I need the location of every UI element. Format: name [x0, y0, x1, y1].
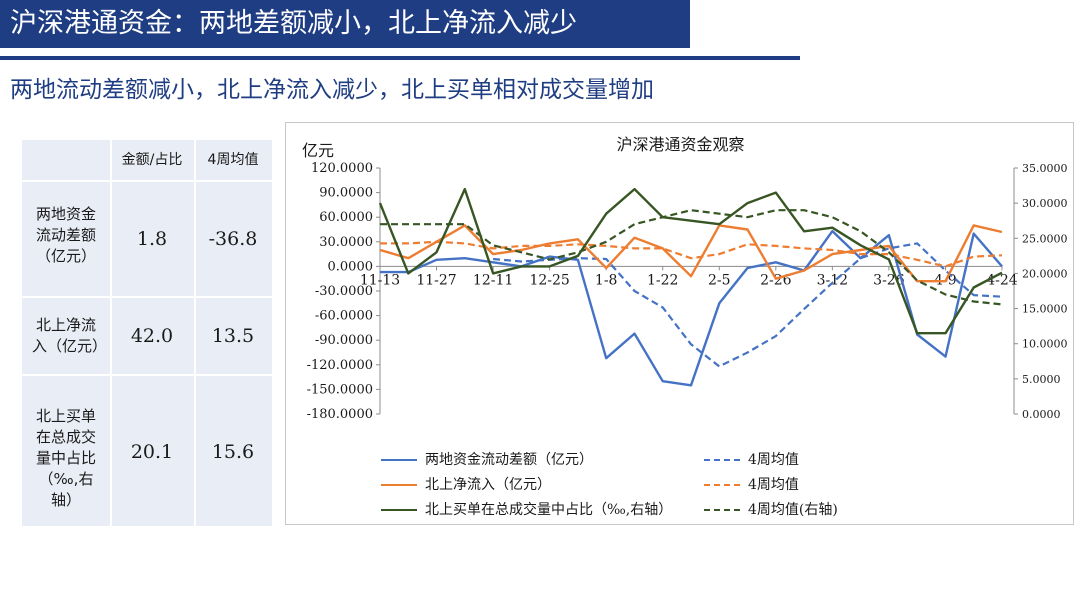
x-tick-label: 12-11 [473, 272, 513, 288]
right-tick-label: 25.0000 [1022, 232, 1068, 245]
x-tick-label: 11-27 [416, 272, 456, 288]
table-row: 北上买单在总成交量中占比（‰,右轴） 20.1 15.6 [22, 374, 272, 526]
legend-label: 4周均值 [748, 477, 799, 493]
column-divider [194, 140, 196, 526]
legend-swatch [704, 459, 740, 461]
legend-item: 北上买单在总成交量中占比（‰,右轴） [381, 501, 672, 519]
right-tick-label: 5.0000 [1022, 373, 1061, 386]
left-tick-label: -180.0000 [307, 407, 373, 422]
left-tick-label: -30.0000 [315, 284, 373, 299]
left-axis-unit: 亿元 [302, 141, 335, 160]
row-avg: -36.8 [208, 228, 258, 250]
series-line-0 [380, 229, 1003, 387]
left-tick-label: 120.0000 [311, 161, 373, 176]
right-tick-label: 35.0000 [1022, 162, 1068, 175]
left-tick-label: -90.0000 [315, 333, 373, 348]
page-subtitle: 两地流动差额减小，北上净流入减少，北上买单相对成交量增加 [10, 77, 654, 103]
title-rule [0, 56, 800, 60]
legend-label: 4周均值(右轴) [748, 502, 838, 518]
right-tick-label: 20.0000 [1022, 267, 1068, 280]
x-tick-label: 4-24 [986, 272, 1018, 288]
legend-item: 4周均值(右轴) [704, 501, 838, 519]
x-tick-label: 3-12 [817, 272, 848, 288]
left-tick-label: -120.0000 [307, 358, 373, 373]
legend-item: 4周均值 [704, 451, 799, 469]
legend-label: 两地资金流动差额（亿元） [425, 452, 593, 468]
x-tick-label: 12-25 [529, 272, 569, 288]
col-header-avg: 4周均值 [207, 152, 259, 168]
x-tick-label: 3-26 [873, 272, 905, 288]
x-tick-label: 11-13 [360, 272, 400, 288]
right-tick-label: 30.0000 [1022, 197, 1068, 210]
left-tick-label: -60.0000 [315, 309, 373, 324]
left-tick-label: 60.0000 [319, 210, 373, 225]
chart-panel: 120.0000 90.0000 60.0000 30.0000 0.0000 -30.0… [285, 122, 1074, 525]
row-label: 两地资金流动差额（亿元） [35, 205, 96, 265]
page-title: 沪深港通资金：两地差额减小，北上净流入减少 [0, 0, 690, 48]
row-avg: 15.6 [211, 441, 255, 463]
series-line-5 [380, 209, 1003, 306]
summary-table: 金额/占比 4周均值 两地资金流动差额（亿元） 1.8 -36.8 北上净流入（… [22, 140, 272, 526]
chart-title: 沪深港通资金观察 [616, 135, 745, 154]
x-tick-label: 2-5 [708, 272, 731, 288]
legend-item: 北上净流入（亿元） [381, 476, 551, 494]
legend-swatch [704, 509, 740, 511]
row-label: 北上买单在总成交量中占比（‰,右轴） [36, 407, 97, 509]
legend-swatch [381, 484, 417, 486]
legend-label: 北上净流入（亿元） [425, 477, 551, 493]
legend-item: 4周均值 [704, 476, 799, 494]
row-avg: 13.5 [211, 325, 255, 347]
table-row: 两地资金流动差额（亿元） 1.8 -36.8 [22, 180, 272, 296]
left-tick-label: 90.0000 [319, 186, 373, 201]
series-line-1 [493, 242, 1003, 368]
right-tick-label: 0.0000 [1022, 408, 1061, 421]
left-tick-label: -150.0000 [307, 382, 373, 397]
left-tick-label: 30.0000 [319, 235, 373, 250]
row-value: 42.0 [130, 325, 174, 347]
x-tick-label: 1-22 [647, 272, 678, 288]
right-tick-label: 15.0000 [1022, 303, 1068, 316]
col-header-amount: 金额/占比 [121, 152, 183, 168]
column-divider [110, 140, 112, 526]
x-tick-label: 1-8 [595, 272, 618, 288]
row-value: 1.8 [136, 228, 168, 250]
legend-swatch [381, 459, 417, 461]
left-tick-label: 0.0000 [328, 259, 374, 274]
line-chart: 120.0000 90.0000 60.0000 30.0000 0.0000 -30.0… [307, 161, 1068, 422]
legend-label: 4周均值 [748, 452, 799, 468]
legend-item: 两地资金流动差额（亿元） [381, 451, 593, 469]
row-value: 20.1 [130, 441, 174, 463]
legend-swatch [704, 484, 740, 486]
row-label: 北上净流入（亿元） [32, 316, 108, 355]
right-tick-label: 10.0000 [1022, 338, 1068, 351]
series-line-4 [378, 187, 1003, 335]
table-row: 北上净流入（亿元） 42.0 13.5 [22, 296, 272, 374]
legend-swatch [381, 509, 417, 511]
legend-label: 北上买单在总成交量中占比（‰,右轴） [425, 502, 673, 518]
